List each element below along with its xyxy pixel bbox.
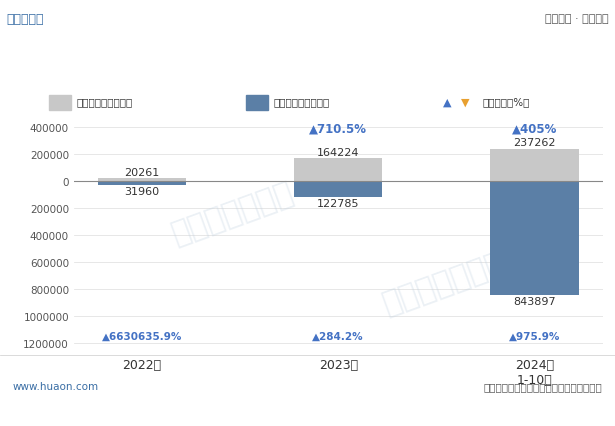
Text: 843897: 843897 [513,296,556,306]
Bar [98,178,186,181]
Bar [98,181,186,186]
Bar [490,181,579,295]
Text: 237262: 237262 [514,138,556,148]
Text: 31960: 31960 [124,187,159,197]
Text: 进口总额（千美元）: 进口总额（千美元） [274,97,330,107]
Text: 资料来源：中国海关，华经产业研究院整理: 资料来源：中国海关，华经产业研究院整理 [484,381,603,391]
Bar [294,181,383,198]
Text: ▲710.5%: ▲710.5% [309,122,367,135]
Text: 出口总额（千美元）: 出口总额（千美元） [77,97,133,107]
Text: 20261: 20261 [124,167,160,177]
Text: 同比增速（%）: 同比增速（%） [483,97,530,107]
Text: www.huaon.com: www.huaon.com [12,381,98,391]
Text: ▼: ▼ [461,97,470,107]
Text: ▲6630635.9%: ▲6630635.9% [102,331,182,341]
Text: ▲405%: ▲405% [512,122,557,135]
Bar [294,159,383,181]
Text: 2022-2024年10月北京大兴国际机场综合保税区进、出口额: 2022-2024年10月北京大兴国际机场综合保税区进、出口额 [140,53,475,71]
Text: 164224: 164224 [317,148,360,158]
Text: ▲284.2%: ▲284.2% [312,331,364,341]
Text: 华经产业研究院: 华经产业研究院 [379,248,509,319]
Bar [246,95,268,111]
Text: ▲975.9%: ▲975.9% [509,331,560,341]
Text: 122785: 122785 [317,199,360,209]
Text: 专业严谨 · 客观科学: 专业严谨 · 客观科学 [546,14,609,24]
Text: 华经情报网: 华经情报网 [6,13,44,26]
Bar [49,95,71,111]
Bar [490,149,579,181]
Text: 华经产业研究院: 华经产业研究院 [167,178,298,248]
Text: ▲: ▲ [443,97,451,107]
